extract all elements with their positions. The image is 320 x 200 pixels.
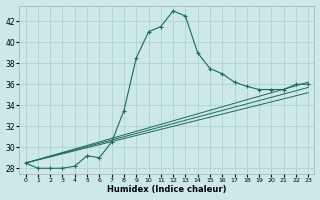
X-axis label: Humidex (Indice chaleur): Humidex (Indice chaleur) bbox=[107, 185, 227, 194]
